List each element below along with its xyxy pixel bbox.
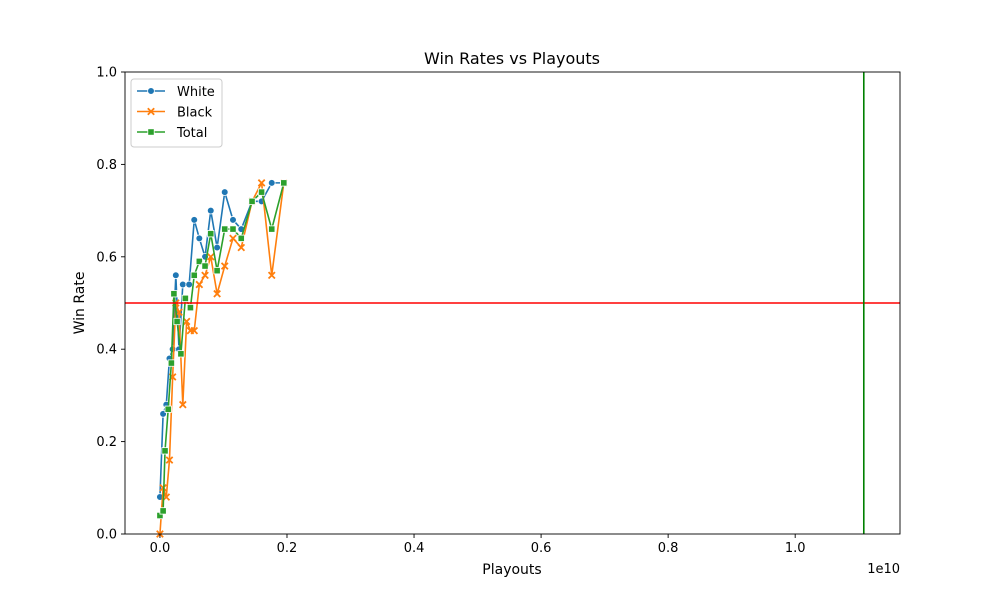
legend: White Black Total	[130, 78, 223, 148]
data-point-total	[177, 350, 185, 358]
data-point-black	[178, 400, 187, 409]
data-point-total	[161, 447, 169, 455]
x-tick-label: 0.0	[150, 541, 171, 556]
x-offset-label: 1e10	[867, 562, 900, 577]
plot-frame	[124, 71, 901, 535]
data-point-total	[213, 267, 221, 275]
y-axis-label: Win Rate	[72, 272, 88, 335]
x-tick-label: 0.6	[531, 541, 552, 556]
data-point-total	[159, 507, 167, 515]
y-tick-label: 0.2	[96, 435, 117, 450]
data-point-total	[190, 271, 198, 279]
data-point-white	[190, 216, 199, 224]
data-point-white	[220, 188, 229, 196]
legend-label-black: Black	[177, 106, 213, 121]
data-point-black	[190, 326, 199, 335]
data-point-black	[213, 289, 221, 298]
data-point-white	[267, 179, 276, 187]
data-point-total	[280, 179, 288, 187]
data-point-black	[237, 243, 246, 252]
data-point-total	[201, 262, 209, 270]
x-tick-label: 0.4	[404, 541, 425, 556]
y-tick-label: 0.6	[96, 250, 117, 265]
legend-marker-white	[147, 87, 155, 95]
data-point-black	[267, 271, 276, 280]
legend-label-white: White	[177, 85, 215, 100]
legend-label-total: Total	[176, 126, 207, 141]
plot-area	[125, 72, 900, 538]
data-point-white	[195, 234, 204, 243]
data-point-white	[213, 243, 221, 252]
data-point-white	[179, 280, 187, 289]
y-tick-label: 1.0	[96, 66, 117, 81]
data-point-white	[172, 271, 180, 280]
data-point-white	[229, 216, 237, 224]
legend-marker-total	[147, 128, 155, 136]
y-tick-label: 0.0	[96, 528, 117, 543]
data-point-black	[206, 252, 215, 261]
series-line-total	[159, 182, 285, 516]
x-tick-label: 0.8	[658, 541, 679, 556]
data-point-black	[182, 317, 191, 326]
data-point-total	[257, 188, 266, 196]
data-point-total	[229, 225, 237, 233]
y-tick-label: 0.8	[96, 158, 117, 173]
data-point-total	[170, 290, 178, 298]
data-point-black	[229, 234, 237, 243]
data-point-total	[181, 294, 189, 302]
data-point-total	[207, 230, 215, 238]
data-point-black	[195, 280, 204, 289]
chart-title: Win Rates vs Playouts	[424, 49, 600, 68]
data-point-total	[186, 304, 195, 312]
data-point-total	[248, 197, 256, 205]
axes: 0.0 0.2 0.4 0.6 0.8 1.0 0.0 0.2 0.4 0.6 0.8 1.0	[96, 66, 901, 556]
data-point-total	[237, 234, 245, 242]
data-point-total	[173, 317, 181, 326]
data-point-black	[257, 179, 266, 187]
data-point-total	[164, 405, 172, 413]
data-point-white	[206, 206, 215, 215]
x-tick-label: 0.2	[277, 541, 298, 556]
y-tick-label: 0.4	[96, 343, 117, 358]
legend-marker-black	[147, 107, 155, 116]
data-point-total	[195, 257, 203, 266]
x-tick-label: 1.0	[785, 541, 806, 556]
data-point-total	[268, 225, 276, 233]
data-point-black	[201, 271, 209, 280]
series-line-black	[159, 182, 285, 535]
data-point-total	[221, 225, 229, 233]
data-point-total	[167, 359, 175, 367]
data-point-black	[165, 456, 174, 464]
data-point-white	[185, 280, 193, 289]
x-axis-label: Playouts	[482, 562, 541, 578]
data-point-black	[220, 262, 229, 270]
